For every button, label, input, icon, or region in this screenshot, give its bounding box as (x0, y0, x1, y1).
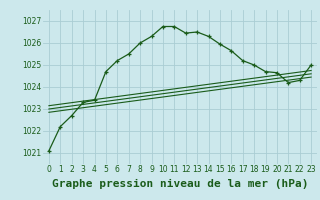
X-axis label: Graphe pression niveau de la mer (hPa): Graphe pression niveau de la mer (hPa) (52, 179, 308, 189)
